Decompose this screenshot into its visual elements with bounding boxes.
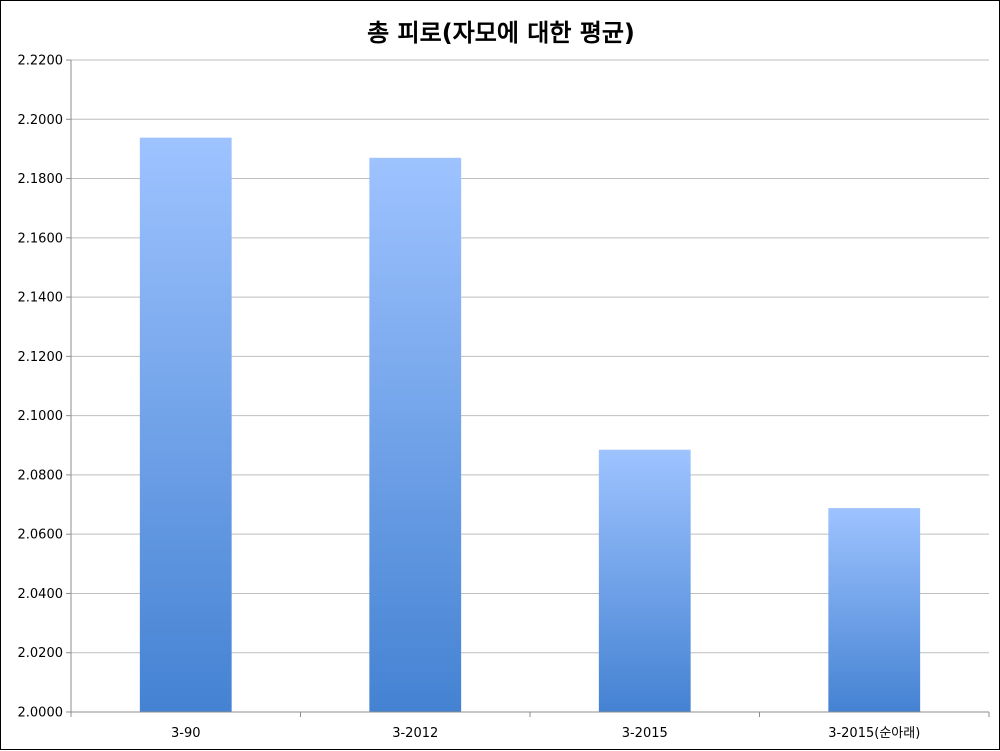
bar-3 [598,449,691,712]
y-tick-label: 2.0800 [18,468,64,483]
y-tick-label: 2.2000 [18,113,64,128]
bars [139,137,921,713]
y-tick-label: 2.1600 [18,231,64,246]
x-axis-tick-labels: 3-90 3-2012 3-2015 3-2015(순아래) [171,726,920,741]
axes [70,60,990,717]
y-tick-label: 2.1000 [18,409,64,424]
x-tick-label: 3-2015 [622,726,668,741]
y-axis-tick-labels: 2.0000 2.0200 2.0400 2.0600 2.0800 2.1000 2.12… [18,54,64,721]
y-tick-label: 2.0200 [18,646,64,661]
y-tick-label: 2.1200 [18,350,64,365]
y-tick-label: 2.1800 [18,172,64,187]
chart-title: 총 피로(자모에 대한 평균) [367,19,635,47]
bar-2 [369,157,462,713]
y-tick-label: 2.0400 [18,587,64,602]
bar-1 [139,137,232,712]
y-tick-label: 2.0600 [18,528,64,543]
y-tick-label: 2.1400 [18,291,64,306]
x-tick-label: 3-2012 [392,726,438,741]
x-tick-label: 3-2015(순아래) [828,726,920,741]
bar-4 [828,508,921,712]
y-tick-label: 2.0000 [18,706,64,721]
x-tick-label: 3-90 [171,726,201,741]
y-tick-label: 2.2200 [18,54,64,69]
